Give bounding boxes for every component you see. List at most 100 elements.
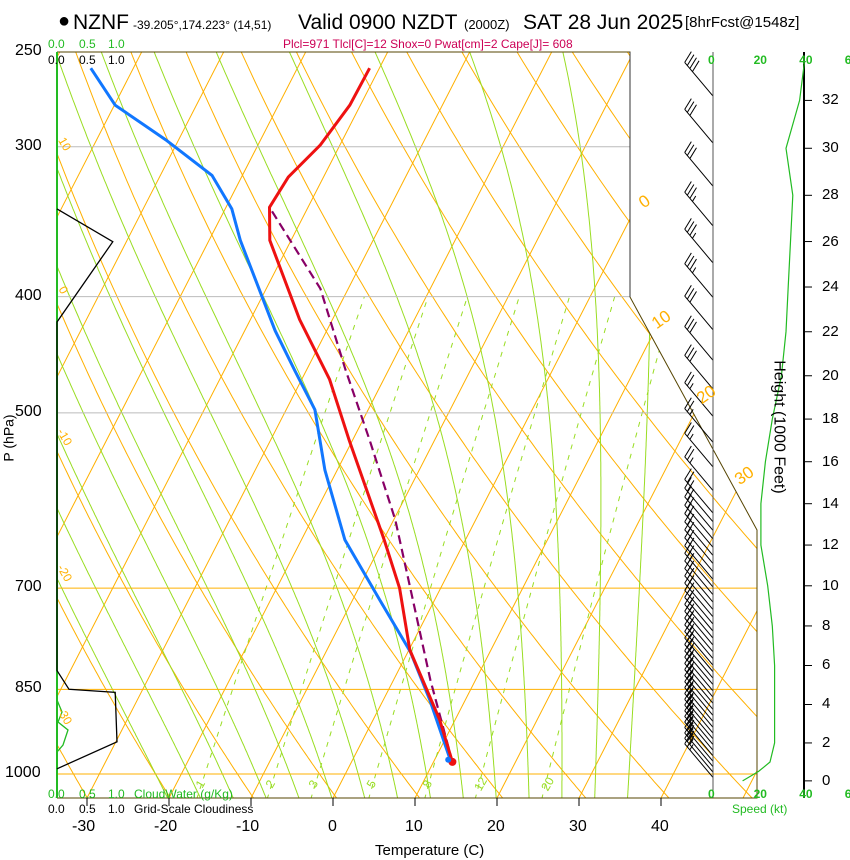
wind-barb-segment [684, 620, 692, 632]
wind-barb-segment [684, 98, 692, 110]
height-tick-label: 2 [822, 733, 831, 751]
wind-barb-segment [689, 350, 697, 362]
wind-barb-segment [684, 664, 692, 676]
wind-barb [684, 98, 714, 144]
wind-barb-segment [684, 285, 692, 297]
wind-barb-segment [689, 705, 694, 712]
wind-barb-segment [689, 291, 697, 303]
wind-barb-segment [684, 549, 692, 562]
wind-barb-segment [689, 682, 694, 689]
x-tick-label: 30 [569, 818, 587, 835]
wind-barb-segment [686, 347, 695, 359]
dry-adiabat-line [126, 52, 588, 798]
wind-barb-segment [686, 702, 695, 715]
mixing-ratio-line [368, 296, 520, 798]
moist-adiabat-line [370, 52, 530, 798]
x-tick-label: -30 [72, 818, 96, 835]
moist-adiabat-line [57, 52, 300, 798]
wind-barb-segment [684, 743, 714, 778]
wind-barb-segment [684, 295, 714, 331]
wind-barb-segment [684, 534, 692, 546]
wind-barb-segment [684, 633, 692, 645]
moist-adiabat-line [150, 52, 432, 798]
moist-adiabat-line [560, 52, 602, 798]
wind-barb-segment [686, 288, 695, 300]
wind-barb [684, 181, 714, 227]
wind-barb-segment [686, 708, 695, 720]
wind-barb-segment [684, 658, 692, 670]
isotherm-line [249, 52, 640, 798]
wind-barb-segment [684, 518, 692, 531]
wind-barb-segment [684, 51, 692, 63]
wind-barb-segment [689, 258, 697, 271]
wind-barb-segment [684, 485, 692, 498]
dry-adiabat-line [57, 52, 255, 798]
wind-barb-segment [684, 494, 692, 506]
cloudwater-scale-bottom-05: 0.5 [79, 787, 96, 801]
wind-barb-segment [684, 456, 714, 491]
height-tick-label: 12 [822, 536, 839, 554]
isotherm-line [413, 52, 757, 798]
wind-barb-segment [684, 617, 714, 653]
wind-barb-segment [684, 711, 692, 723]
wind-barb-segment [689, 694, 694, 700]
wind-barb-segment [689, 670, 694, 677]
speed-tick-label-bottom: 20 [753, 787, 767, 801]
wind-barb [684, 732, 714, 778]
wind-barb-segment [689, 728, 694, 734]
wind-barb-segment [684, 382, 714, 417]
dry-adiabat-line [71, 52, 505, 798]
wind-barb [684, 494, 714, 540]
height-tick-label: 4 [822, 695, 831, 713]
wind-barb-segment [684, 496, 714, 531]
height-tick-label: 14 [822, 494, 839, 512]
cloudiness-scale-bottom-1: 1.0 [108, 802, 125, 816]
x-tick-label: 0 [328, 818, 337, 835]
wind-barb-segment [684, 568, 714, 603]
wind-barb-segment [684, 676, 692, 688]
y-axis-title: P (hPa) [0, 414, 17, 462]
cloudwater-label: CloudWater (g/Kg) [134, 787, 233, 801]
pressure-tick-label: 700 [15, 578, 42, 596]
wind-barb-segment [684, 510, 692, 523]
speed-tick-label-bottom: 40 [799, 787, 813, 801]
x-axis-title: Temperature (C) [375, 842, 485, 859]
wind-barb-segment [689, 187, 697, 199]
dry-adiabat-line [400, 52, 757, 798]
cloudwater-scale-1: 1.0 [108, 37, 125, 51]
wind-barb-segment [686, 54, 695, 66]
moist-adiabat-line [212, 52, 464, 798]
wind-barb-segment [684, 228, 714, 264]
wind-barb-segment [689, 409, 694, 415]
wind-barb [684, 252, 714, 298]
wind-barb [684, 445, 714, 491]
wind-barb-segment [686, 488, 695, 501]
dry-adiabat-line [290, 52, 757, 798]
moist-adiabat-line [57, 52, 235, 798]
moist-adiabat-line [627, 52, 652, 798]
sounding-indices: Plcl=971 Tlcl[C]=12 Shox=0 Pwat[cm]=2 Ca… [283, 37, 573, 51]
speed-tick-label-top: 20 [753, 53, 767, 67]
pressure-tick-label: 850 [15, 679, 42, 697]
dry-adiabat-line [57, 52, 172, 798]
mixing-ratio-line [541, 296, 675, 798]
wind-barb-segment [684, 545, 714, 580]
dry-adiabat-line [57, 52, 339, 798]
wind-barb-segment [684, 705, 692, 717]
wind-barb-segment [684, 408, 714, 443]
wind-barb-segment [689, 433, 694, 440]
wind-barb-segment [684, 694, 692, 706]
height-tick-label: 6 [822, 656, 831, 674]
wind-barb-segment [684, 582, 714, 618]
wind-barb-segment [684, 355, 714, 390]
height-tick-label: 28 [822, 186, 839, 204]
dry-adiabat-line [619, 52, 757, 798]
isotherm-line [57, 52, 312, 798]
wind-barb-segment [684, 422, 692, 434]
speed-axis-title: Speed (kt) [732, 802, 788, 816]
wind-barb-segment [684, 670, 692, 683]
wind-barb-segment [686, 318, 695, 330]
wind-barb [684, 477, 714, 523]
wind-barb-segment [684, 537, 714, 572]
wind-barb-segment [692, 267, 697, 274]
